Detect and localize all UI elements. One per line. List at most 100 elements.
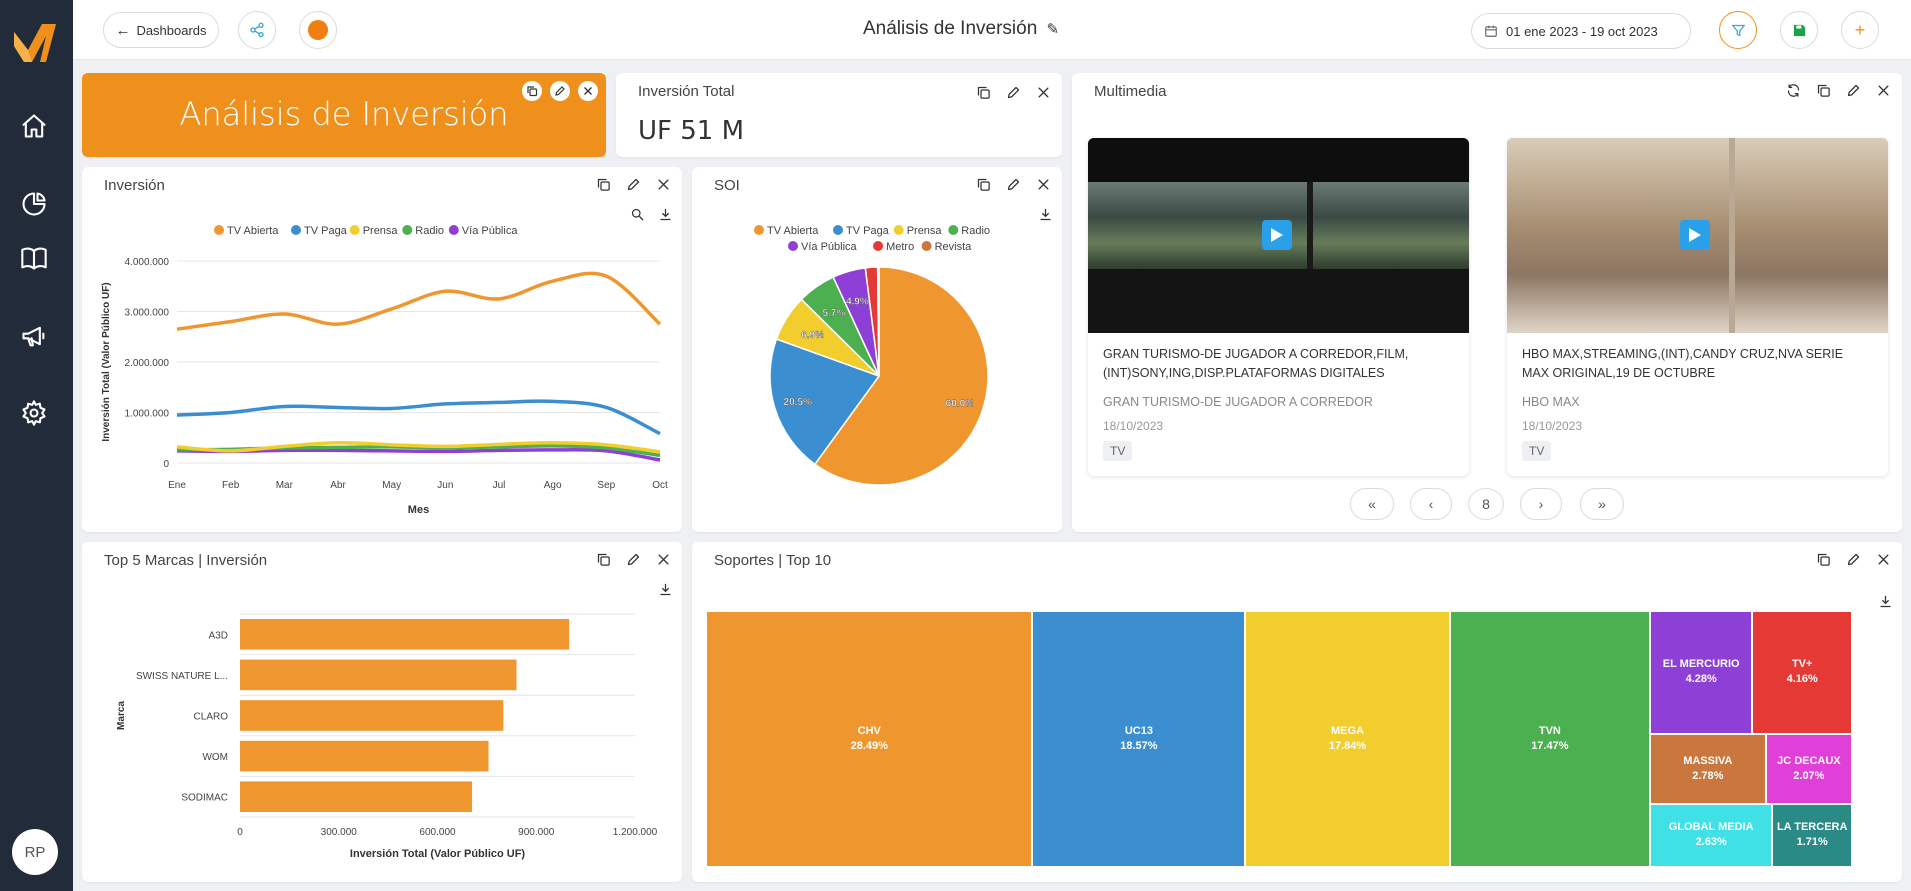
last-page-button[interactable]: » (1580, 488, 1624, 520)
edit-icon[interactable] (624, 175, 642, 193)
copy-icon[interactable] (594, 550, 612, 568)
top5-bar-chart: 0 300.000 600.000 900.000 1.200.000 A3D SWISS … (116, 613, 658, 860)
copy-icon[interactable] (1814, 550, 1832, 568)
close-icon[interactable] (1034, 83, 1052, 101)
multimedia-title: Multimedia (1094, 83, 1167, 100)
brand-logo-icon[interactable] (12, 20, 58, 64)
prev-page-button[interactable]: ‹ (1410, 488, 1452, 520)
pie-chart-icon[interactable] (20, 190, 52, 222)
close-icon[interactable] (578, 81, 598, 101)
save-button[interactable] (1780, 11, 1818, 49)
refresh-icon[interactable] (1784, 81, 1802, 99)
treemap-cell[interactable]: LA TERCERA 1.71% (1773, 804, 1853, 868)
edit-title-icon[interactable]: ✎ (1046, 21, 1060, 38)
add-widget-button[interactable]: + (1841, 11, 1879, 49)
download-icon[interactable] (1038, 207, 1056, 225)
video-thumbnail[interactable] (1088, 138, 1469, 333)
filter-button[interactable] (1719, 11, 1757, 49)
first-page-button[interactable]: « (1350, 488, 1394, 520)
megaphone-icon[interactable] (20, 322, 52, 354)
multimedia-panel: Multimedia GRAN TURISMO-DE JUGADOR A COR… (1072, 73, 1902, 532)
back-to-dashboards-button[interactable]: ← Dashboards (103, 12, 219, 48)
treemap-cell[interactable]: JC DECAUX 2.07% (1766, 734, 1853, 805)
legend-label: Prensa (907, 225, 943, 237)
share-button[interactable] (238, 11, 276, 49)
chevron-right-icon: › (1538, 496, 1544, 512)
treemap-cell[interactable]: TVN 17.47% (1450, 612, 1651, 868)
x-tick-label: Mar (276, 480, 294, 491)
x-tick-label: Feb (222, 480, 240, 491)
video-thumbnail[interactable] (1507, 138, 1888, 333)
y-tick-label: CLARO (194, 712, 229, 723)
legend-label: Vía Pública (801, 241, 858, 253)
y-tick-label: 0 (163, 459, 169, 470)
media-card[interactable]: GRAN TURISMO-DE JUGADOR A CORREDOR,FILM,… (1088, 138, 1469, 476)
next-page-button[interactable]: › (1520, 488, 1562, 520)
legend-label: Radio (961, 225, 990, 237)
home-icon[interactable] (20, 112, 52, 144)
treemap-cell[interactable]: UC13 18.57% (1033, 612, 1247, 868)
play-icon[interactable] (1262, 220, 1292, 250)
legend-marker (402, 225, 413, 235)
x-tick-label: Jun (437, 480, 453, 491)
avatar[interactable]: RP (12, 829, 58, 875)
close-icon[interactable] (654, 175, 672, 193)
zoom-icon[interactable] (630, 207, 648, 225)
edit-icon[interactable] (1004, 175, 1022, 193)
kpi-value: UF 51 M (638, 116, 745, 146)
legend-label: Radio (415, 225, 444, 237)
series-line (176, 399, 661, 436)
y-tick-label: 1.000.000 (125, 409, 170, 420)
treemap-cell[interactable]: MEGA 17.84% (1246, 612, 1451, 868)
slice-label: 20.5% (784, 397, 812, 408)
edit-icon[interactable] (1844, 550, 1862, 568)
download-icon[interactable] (658, 207, 676, 225)
series-line (176, 448, 661, 462)
book-icon[interactable] (20, 244, 52, 276)
copy-icon[interactable] (974, 83, 992, 101)
edit-icon[interactable] (550, 81, 570, 101)
legend-label: Revista (935, 241, 973, 253)
treemap-label: GLOBAL MEDIA (1668, 821, 1754, 834)
media-card[interactable]: HBO MAX,STREAMING,(INT),CANDY CRUZ,NVA S… (1507, 138, 1888, 476)
x-tick-label: 900.000 (518, 827, 555, 838)
x-tick-label: Ene (168, 480, 186, 491)
edit-icon[interactable] (1004, 83, 1022, 101)
x-tick-label: 300.000 (321, 827, 358, 838)
close-icon[interactable] (1034, 175, 1052, 193)
play-icon[interactable] (1680, 220, 1710, 250)
copy-icon[interactable] (974, 175, 992, 193)
legend-label: TV Paga (846, 225, 890, 237)
close-icon[interactable] (1874, 550, 1892, 568)
date-range-picker[interactable]: 01 ene 2023 - 19 oct 2023 (1471, 13, 1691, 49)
media-date: 18/10/2023 (1103, 419, 1164, 433)
gear-icon[interactable] (20, 399, 52, 431)
y-tick-label: 2.000.000 (125, 358, 170, 369)
x-tick-label: Ago (544, 480, 562, 491)
treemap-cell[interactable]: EL MERCURIO 4.28% (1650, 612, 1754, 735)
x-tick-label: 1.200.000 (613, 827, 658, 838)
copy-icon[interactable] (1814, 81, 1832, 99)
treemap-label: TVN (1538, 725, 1561, 737)
copy-icon[interactable] (594, 175, 612, 193)
close-icon[interactable] (1874, 81, 1892, 99)
copy-icon[interactable] (522, 81, 542, 101)
save-icon (1793, 24, 1805, 36)
page-number[interactable]: 8 (1468, 488, 1504, 520)
edit-icon[interactable] (1844, 81, 1862, 99)
x-tick-label: May (382, 480, 401, 491)
legend-label: Prensa (363, 225, 399, 237)
bar (240, 781, 473, 812)
edit-icon[interactable] (624, 550, 642, 568)
close-icon[interactable] (654, 550, 672, 568)
topbar: ← Dashboards Análisis de Inversión ✎ 01 … (73, 0, 1911, 60)
treemap-value: 4.28% (1685, 673, 1717, 686)
treemap-cell[interactable]: MASSIVA 2.78% (1650, 734, 1767, 805)
download-icon[interactable] (1878, 594, 1896, 612)
treemap-cell[interactable]: GLOBAL MEDIA 2.63% (1650, 804, 1774, 868)
back-button-label: Dashboards (136, 22, 207, 38)
treemap-cell[interactable]: CHV 28.49% (707, 612, 1034, 868)
download-icon[interactable] (658, 582, 676, 600)
color-picker-button[interactable] (299, 11, 337, 49)
treemap-cell[interactable]: TV+ 4.16% (1753, 612, 1853, 735)
